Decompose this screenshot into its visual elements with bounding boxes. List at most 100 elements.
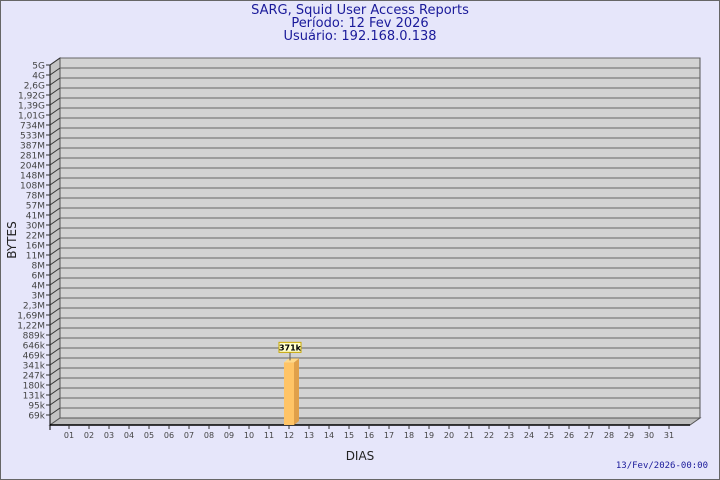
x-tick-label: 20: [444, 431, 454, 440]
x-tick-label: 18: [404, 431, 414, 440]
chart-title: SARG, Squid User Access Reports: [251, 3, 469, 18]
y-tick-label: 30M: [26, 222, 45, 232]
y-tick-diagonal: [49, 197, 61, 206]
y-tick-label: 247k: [23, 372, 46, 382]
y-tick-diagonal: [49, 277, 61, 286]
y-tick-label: 22M: [26, 232, 45, 242]
y-tick-diagonal: [49, 297, 61, 306]
y-tick-diagonal: [49, 167, 61, 176]
y-tick-label: 2,6G: [24, 82, 45, 92]
y-tick-diagonal: [49, 157, 61, 166]
y-tick-diagonal: [49, 397, 61, 406]
bar-top-day-12: [284, 358, 299, 363]
y-tick-label: 5G: [32, 62, 45, 72]
y-tick-diagonal: [49, 337, 61, 346]
y-tick-diagonal: [49, 247, 61, 256]
x-tick-label: 27: [584, 431, 594, 440]
y-axis-title: BYTES: [5, 221, 19, 258]
y-tick-label: 108M: [20, 182, 45, 192]
x-tick-label: 03: [104, 431, 114, 440]
y-tick-label: 16M: [26, 242, 45, 252]
y-tick-label: 533M: [20, 132, 45, 142]
x-tick-label: 08: [204, 431, 214, 440]
y-tick-diagonal: [49, 207, 61, 216]
y-tick-label: 469k: [23, 352, 46, 362]
x-axis-title: DIAS: [346, 449, 375, 463]
x-tick-label: 14: [324, 431, 334, 440]
plot-floor: [48, 417, 702, 426]
x-tick-label: 26: [564, 431, 574, 440]
y-tick-diagonal: [49, 147, 61, 156]
x-tick-label: 10: [244, 431, 254, 440]
x-tick-label: 24: [524, 431, 534, 440]
y-tick-diagonal: [49, 117, 61, 126]
y-tick-label: 341k: [23, 362, 46, 372]
y-tick-label: 95k: [28, 402, 45, 412]
footer-timestamp: 13/Fev/2026-00:00: [615, 461, 708, 471]
y-tick-diagonal: [49, 227, 61, 236]
x-tick-label: 04: [124, 431, 134, 440]
y-tick-label: 11M: [26, 252, 45, 262]
y-tick-label: 734M: [20, 122, 45, 132]
y-tick-diagonal: [49, 177, 61, 186]
x-tick-label: 07: [184, 431, 194, 440]
y-tick-label: 4M: [32, 282, 46, 292]
y-tick-diagonal: [49, 67, 61, 76]
x-tick-label: 21: [464, 431, 474, 440]
x-tick-label: 09: [224, 431, 234, 440]
y-tick-diagonal: [49, 367, 61, 376]
x-tick-label: 12: [284, 431, 294, 440]
y-tick-label: 204M: [20, 162, 45, 172]
y-tick-label: 41M: [26, 212, 45, 222]
x-tick-label: 11: [264, 431, 274, 440]
x-tick-label: 01: [64, 431, 74, 440]
y-tick-diagonal: [49, 137, 61, 146]
y-tick-label: 281M: [20, 152, 45, 162]
y-tick-label: 180k: [23, 382, 46, 392]
data-label-box: [278, 341, 302, 353]
chart-period: Período: 12 Fev 2026: [291, 16, 429, 31]
y-tick-diagonal: [49, 387, 61, 396]
y-tick-label: 148M: [20, 172, 45, 182]
y-tick-diagonal: [49, 127, 61, 136]
y-tick-diagonal: [49, 377, 61, 386]
y-tick-diagonal: [49, 327, 61, 336]
data-label: 371k: [279, 343, 302, 352]
y-tick-diagonal: [49, 287, 61, 296]
x-tick-label: 19: [424, 431, 434, 440]
x-tick-label: 25: [544, 431, 554, 440]
y-tick-label: 1,22M: [17, 322, 45, 332]
bar-front-day-12: [284, 362, 294, 425]
x-tick-label: 23: [504, 431, 514, 440]
y-tick-label: 1,92G: [18, 92, 45, 102]
y-tick-diagonal: [49, 217, 61, 226]
y-tick-label: 2,3M: [23, 302, 45, 312]
x-tick-label: 17: [384, 431, 394, 440]
x-tick-label: 05: [144, 431, 154, 440]
y-tick-diagonal: [49, 87, 61, 96]
x-tick-label: 29: [624, 431, 634, 440]
y-tick-label: 646k: [23, 342, 46, 352]
y-tick-diagonal: [49, 97, 61, 106]
y-tick-diagonal: [49, 347, 61, 356]
y-tick-diagonal: [49, 267, 61, 276]
y-tick-diagonal: [49, 317, 61, 326]
y-tick-label: 1,39G: [18, 102, 45, 112]
x-tick-label: 31: [664, 431, 674, 440]
y-tick-label: 8M: [32, 262, 46, 272]
y-tick-label: 69k: [28, 412, 45, 422]
y-tick-label: 3M: [32, 292, 46, 302]
chart-user: Usuário: 192.168.0.138: [283, 29, 437, 44]
y-tick-label: 387M: [20, 142, 45, 152]
y-tick-diagonal: [49, 237, 61, 246]
y-tick-diagonal: [49, 357, 61, 366]
y-tick-diagonal: [49, 407, 61, 416]
y-tick-label: 57M: [26, 202, 45, 212]
y-tick-diagonal: [49, 257, 61, 266]
x-tick-label: 28: [604, 431, 614, 440]
y-tick-diagonal: [49, 107, 61, 116]
x-tick-label: 15: [344, 431, 354, 440]
x-tick-label: 06: [164, 431, 174, 440]
y-tick-label: 131k: [23, 392, 46, 402]
